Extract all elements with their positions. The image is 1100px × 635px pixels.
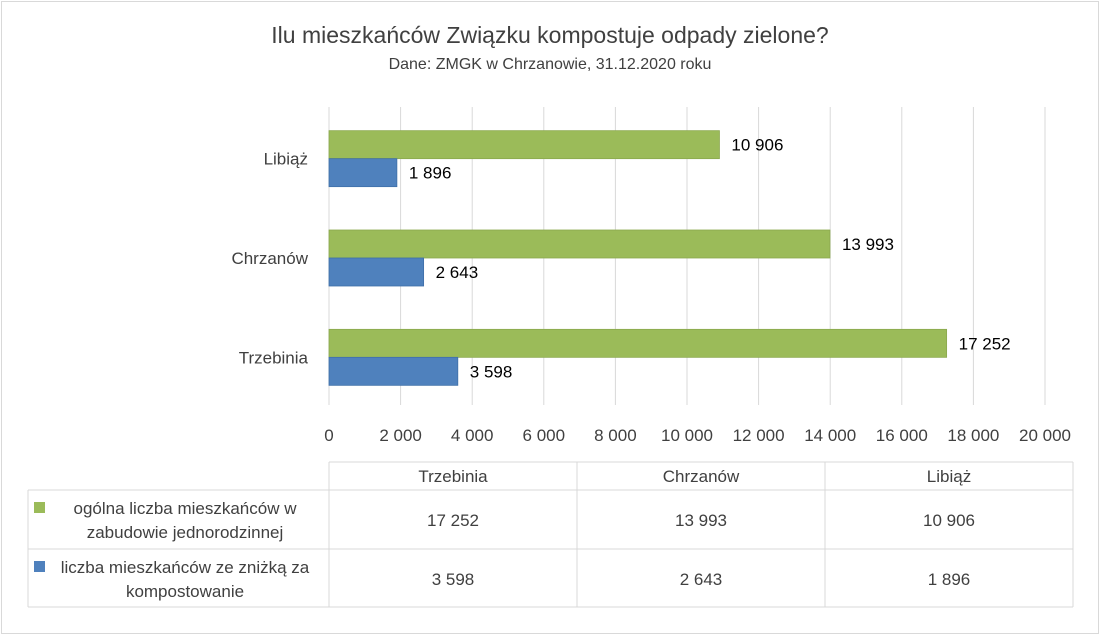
bar-total (328, 328, 948, 358)
data-label: 2 643 (436, 263, 479, 282)
legend-label: liczba mieszkańców ze zniżką za kompostow… (61, 558, 310, 601)
x-tick-label: 14 000 (804, 426, 856, 445)
bar-total (328, 229, 831, 259)
table-value-cell: 13 993 (675, 511, 727, 530)
data-label: 17 252 (959, 334, 1011, 353)
x-tick-label: 4 000 (451, 426, 494, 445)
bar-discount (328, 158, 398, 188)
category-label: Trzebinia (239, 348, 309, 367)
table-header-cell: Trzebinia (418, 467, 488, 486)
legend-swatch (34, 561, 45, 572)
x-tick-label: 12 000 (733, 426, 785, 445)
x-tick-label: 0 (324, 426, 333, 445)
x-tick-label: 18 000 (947, 426, 999, 445)
x-tick-label: 16 000 (876, 426, 928, 445)
x-tick-label: 10 000 (661, 426, 713, 445)
table-value-cell: 10 906 (923, 511, 975, 530)
table-value-cell: 2 643 (680, 570, 723, 589)
bar-total (328, 130, 720, 160)
table-value-cell: 17 252 (427, 511, 479, 530)
legend-label: ogólna liczba mieszkańców w zabudowie jed… (74, 499, 298, 542)
chart-subtitle: Dane: ZMGK w Chrzanowie, 31.12.2020 roku (388, 56, 712, 73)
x-tick-label: 20 000 (1019, 426, 1071, 445)
table-value-cell: 1 896 (928, 570, 971, 589)
bar-discount (328, 356, 459, 386)
data-label: 13 993 (842, 235, 894, 254)
x-tick-label: 2 000 (379, 426, 422, 445)
data-label: 10 906 (731, 136, 783, 155)
category-label: Libiąż (264, 150, 308, 169)
x-tick-label: 8 000 (594, 426, 637, 445)
bar-discount (328, 257, 425, 287)
table-header-cell: Libiąż (927, 467, 971, 486)
data-label: 3 598 (470, 362, 513, 381)
table-value-cell: 3 598 (432, 570, 475, 589)
category-label: Chrzanów (231, 249, 308, 268)
legend-swatch (34, 502, 45, 513)
x-tick-label: 6 000 (523, 426, 566, 445)
chart-title: Ilu mieszkańców Związku kompostuje odpad… (271, 22, 829, 48)
table-header-cell: Chrzanów (663, 467, 740, 486)
data-label: 1 896 (409, 164, 452, 183)
